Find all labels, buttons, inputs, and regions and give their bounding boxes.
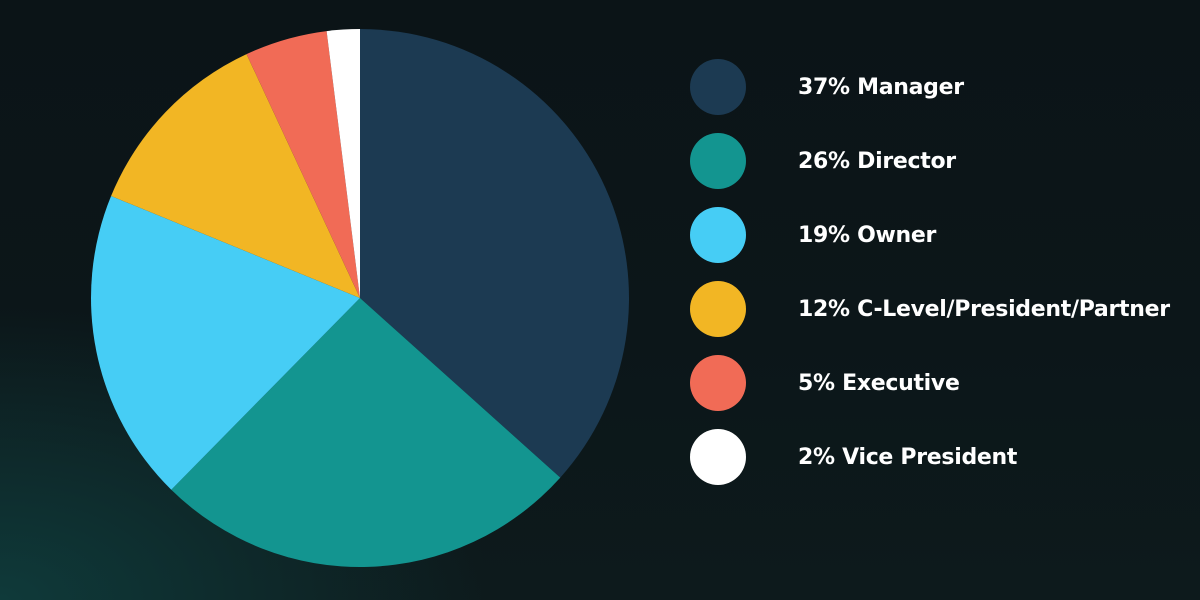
legend-swatch <box>690 281 746 337</box>
pie-slice-4 <box>246 31 360 299</box>
pie-slice-1 <box>171 298 561 568</box>
legend-swatch <box>690 355 746 411</box>
pie-slice-0 <box>360 29 630 478</box>
legend-item-0: 37% Manager <box>690 59 964 115</box>
legend-item-4: 5% Executive <box>690 355 960 411</box>
legend-swatch <box>690 133 746 189</box>
pie-slice-3 <box>111 54 360 298</box>
chart-legend: 37% Manager 26% Director 19% Owner 12% C-Le… <box>690 0 1200 600</box>
legend-item-3: 12% C-Level/President/Partner <box>690 281 1170 337</box>
legend-item-2: 19% Owner <box>690 207 936 263</box>
legend-label: 26% Director <box>798 148 956 174</box>
legend-label: 19% Owner <box>798 222 937 248</box>
pie-slice-2 <box>91 196 361 490</box>
legend-label: 37% Manager <box>798 74 964 100</box>
legend-swatch <box>690 207 746 263</box>
pie-slice-5 <box>326 29 360 298</box>
legend-swatch <box>690 59 746 115</box>
pie-chart <box>91 29 630 568</box>
legend-label: 2% Vice President <box>798 444 1018 470</box>
legend-label: 12% C-Level/President/Partner <box>798 296 1170 322</box>
legend-swatch <box>690 429 746 485</box>
legend-item-5: 2% Vice President <box>690 429 1017 485</box>
legend-item-1: 26% Director <box>690 133 956 189</box>
legend-label: 5% Executive <box>798 370 960 396</box>
